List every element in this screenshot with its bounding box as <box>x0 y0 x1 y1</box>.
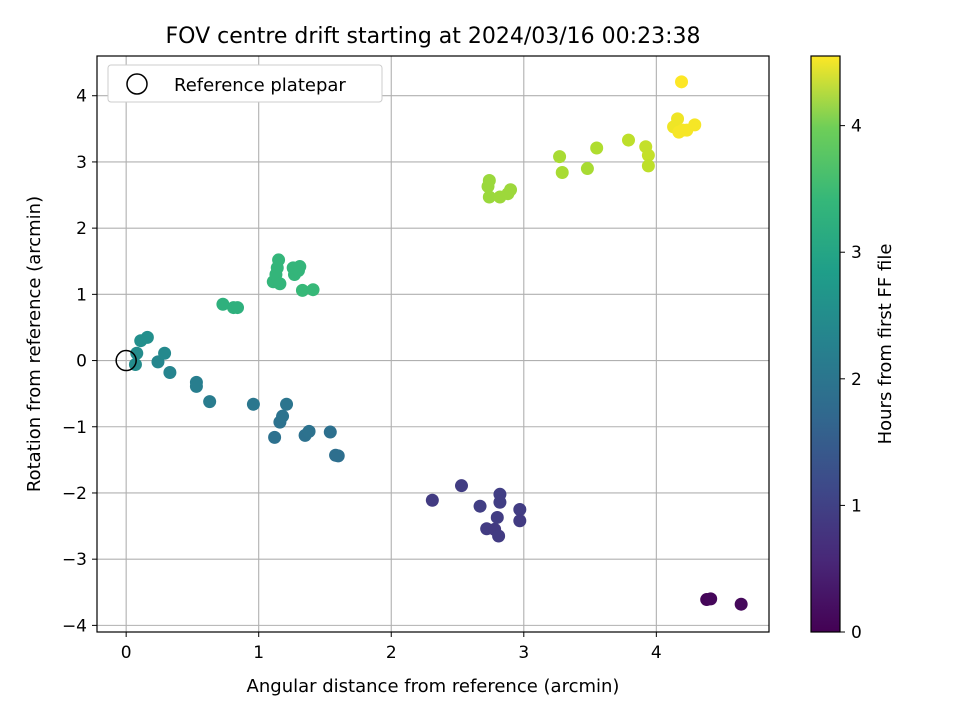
data-point <box>622 133 636 147</box>
data-point <box>306 283 320 297</box>
colorbar: 0 1 2 3 4 Hours from first FF file <box>810 55 896 643</box>
data-point <box>555 166 569 180</box>
data-point <box>490 510 504 524</box>
data-point <box>130 346 144 360</box>
y-axis-ticks: −4 −3 −2 −1 0 1 2 3 4 <box>62 87 97 636</box>
colorbar-label: Hours from first FF file <box>875 244 896 445</box>
data-point <box>246 397 260 411</box>
y-tick-label: 4 <box>76 87 87 107</box>
y-tick-label: −1 <box>62 418 87 438</box>
data-point <box>216 297 230 311</box>
data-point <box>163 365 177 379</box>
y-tick-label: 2 <box>76 219 87 239</box>
colorbar-tick-label: 0 <box>851 623 862 643</box>
data-point <box>734 597 748 611</box>
data-point <box>671 112 685 126</box>
legend: Reference platepar <box>107 64 383 103</box>
data-point <box>331 449 345 463</box>
y-tick-label: −2 <box>62 484 87 504</box>
data-point <box>492 529 506 543</box>
x-axis-label: Angular distance from reference (arcmin) <box>247 676 620 697</box>
reference-marker <box>115 349 137 372</box>
y-tick-label: −4 <box>62 616 87 636</box>
data-point <box>504 183 518 197</box>
colorbar-tick-label: 1 <box>851 496 862 516</box>
data-point <box>323 425 337 439</box>
data-point <box>493 495 507 509</box>
colorbar-ticks: 0 1 2 3 4 <box>840 117 862 643</box>
data-point <box>302 424 316 438</box>
x-tick-label: 4 <box>651 643 662 663</box>
chart-title: FOV centre drift starting at 2024/03/16 … <box>166 24 701 49</box>
legend-entry-reference: Reference platepar <box>174 75 346 96</box>
data-point <box>513 503 527 517</box>
data-point <box>473 499 487 513</box>
x-tick-label: 1 <box>253 643 264 663</box>
data-point <box>276 409 290 423</box>
data-point <box>580 162 594 176</box>
data-point <box>590 141 604 155</box>
data-point <box>203 395 217 409</box>
data-point <box>268 430 282 444</box>
data-point <box>704 592 718 606</box>
legend-box <box>107 64 383 103</box>
colorbar-tick-label: 2 <box>851 370 862 390</box>
x-tick-label: 2 <box>386 643 397 663</box>
y-tick-label: 0 <box>76 352 87 372</box>
data-point <box>140 330 154 344</box>
y-tick-label: 3 <box>76 153 87 173</box>
data-point <box>272 253 286 267</box>
data-point <box>482 173 496 187</box>
data-point <box>425 493 439 507</box>
data-point <box>280 397 294 411</box>
scatter-points <box>128 75 748 611</box>
data-point <box>189 379 203 393</box>
data-point <box>158 346 172 360</box>
y-axis-label: Rotation from reference (arcmin) <box>24 196 45 492</box>
data-point <box>482 190 496 204</box>
colorbar-tick-label: 3 <box>851 243 862 263</box>
data-point <box>454 479 468 493</box>
y-tick-label: 1 <box>76 285 87 305</box>
y-tick-label: −3 <box>62 550 87 570</box>
reference-point <box>115 349 137 372</box>
legend-marker <box>126 73 148 95</box>
x-tick-label: 0 <box>121 643 132 663</box>
x-tick-label: 3 <box>518 643 529 663</box>
colorbar-tick-label: 4 <box>851 117 862 137</box>
data-point <box>553 150 567 164</box>
x-axis-ticks: 0 1 2 3 4 <box>121 632 662 663</box>
grid-lines <box>97 56 769 632</box>
colorbar-gradient <box>810 55 841 633</box>
data-point <box>641 159 655 173</box>
data-point <box>688 118 702 132</box>
data-point <box>273 277 287 291</box>
data-point <box>641 148 655 162</box>
data-point <box>295 283 309 297</box>
data-point <box>230 301 244 315</box>
plot-frame <box>96 55 770 633</box>
data-point <box>293 260 307 274</box>
data-point <box>675 75 689 89</box>
data-point <box>513 514 527 528</box>
